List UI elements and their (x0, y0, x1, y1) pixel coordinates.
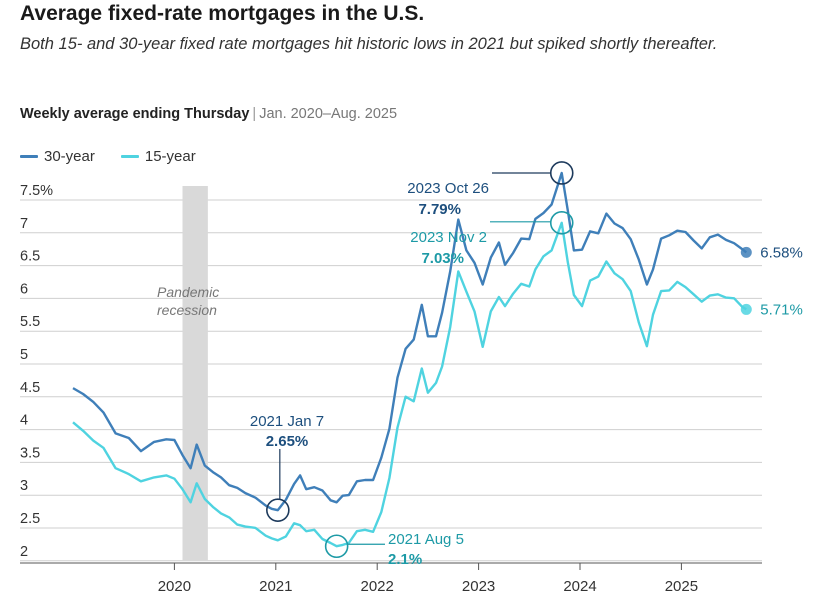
x-tick-label: 2023 (462, 578, 495, 595)
date-range: Jan. 2020–Aug. 2025 (259, 106, 398, 122)
x-tick-label: 2022 (361, 578, 394, 595)
legend-item-30-year: 30-year (20, 148, 95, 165)
chart-description: Weekly average ending Thursday (20, 106, 250, 122)
chart-meta: Weekly average ending Thursday | Jan. 2020… (20, 106, 397, 122)
x-tick-label: 2025 (665, 578, 698, 595)
end-label-15-year: 5.71% (760, 301, 803, 318)
annotation-date-30-year-peak: 2023 Oct 26 (407, 180, 489, 197)
legend-swatch-15-year (120, 155, 139, 158)
annotation-date-15-year-low: 2021 Aug 5 (388, 531, 464, 548)
y-tick-label: 6.5 (20, 249, 40, 265)
series-line-15-year (72, 221, 747, 548)
y-tick-label: 7.5% (20, 183, 53, 199)
recession-label-line2: recession (157, 302, 217, 318)
annotation-date-15-year-peak: 2023 Nov 2 (410, 229, 487, 246)
y-tick-label: 3.5 (20, 445, 40, 461)
x-tick-label: 2020 (158, 578, 191, 595)
recession-band (182, 186, 208, 561)
y-tick-label: 2.5 (20, 511, 40, 527)
y-tick-label: 4.5 (20, 380, 40, 396)
legend-label-30-year: 30-year (44, 148, 95, 165)
annotation-circle-30-year-low (266, 498, 290, 522)
annotation-value-30-year-peak: 7.79% (418, 201, 461, 218)
annotation-circle-15-year-low (324, 534, 349, 559)
y-tick-label: 3 (20, 478, 28, 494)
end-dot-15-year (740, 303, 752, 315)
annotation-value-30-year-low: 2.65% (266, 433, 309, 450)
series-line-30-year (72, 171, 748, 512)
chart-subtitle: Both 15- and 30-year fixed rate mortgage… (20, 35, 718, 53)
y-tick-label: 4 (20, 413, 28, 429)
legend-item-15-year: 15-year (120, 148, 196, 165)
y-tick-label: 2 (20, 544, 28, 560)
annotation-date-30-year-low: 2021 Jan 7 (250, 413, 324, 430)
annotation-value-15-year-peak: 7.03% (421, 250, 464, 267)
annotation-circle-15-year-peak (549, 211, 574, 235)
legend: 30-year 15-year (20, 148, 196, 165)
x-tick-label: 2024 (563, 578, 596, 595)
legend-swatch-30-year (20, 155, 38, 158)
y-tick-label: 5.5 (20, 314, 40, 330)
end-dot-30-year (740, 246, 752, 258)
meta-separator: | (252, 106, 257, 122)
y-tick-label: 6 (20, 281, 28, 297)
legend-label-15-year: 15-year (144, 148, 196, 165)
recession-label-line1: Pandemic (157, 284, 219, 300)
x-tick-label: 2021 (259, 578, 292, 595)
y-tick-label: 7 (20, 216, 28, 232)
end-label-30-year: 6.58% (760, 244, 803, 261)
annotation-value-15-year-low: 2.1% (388, 551, 422, 568)
chart-title: Average fixed-rate mortgages in the U.S. (20, 2, 425, 25)
y-tick-label: 5 (20, 347, 28, 363)
